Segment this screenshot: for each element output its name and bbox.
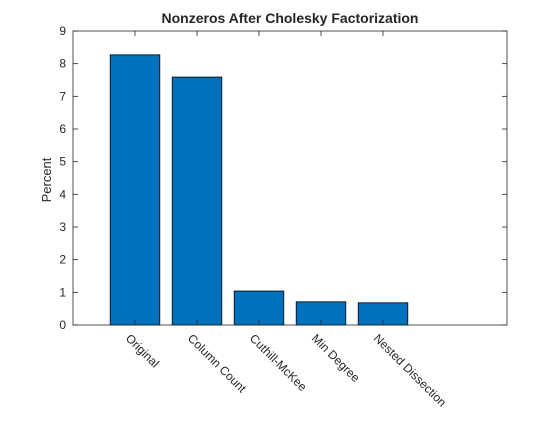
chart-title: Nonzeros After Cholesky Factorization [162,10,419,26]
y-tick-label: 3 [59,220,66,234]
y-tick-label: 7 [59,89,66,103]
bar-column-count [171,76,223,326]
y-tick-label: 9 [59,24,66,38]
y-tick-label: 0 [59,318,66,332]
axes-box [72,30,508,326]
bar-original [109,54,161,326]
plot-area: 0 1 2 3 4 5 6 7 8 9 Original Column CountCuthill-Mc… [59,24,508,410]
y-tick-label: 5 [59,155,66,169]
y-tick-label: 6 [59,122,66,136]
y-axis-label: Percent [39,157,54,202]
x-tick-label: Min Degree [309,331,363,385]
y-tick-label: 1 [59,285,66,299]
y-tick-label: 2 [59,253,66,267]
bar-cuthill-mckee [233,290,285,326]
x-tick-label: Column Count [185,331,250,396]
y-tick-label: 8 [59,57,66,71]
x-tick-label: Nested Dissection [371,331,449,409]
x-tick-label: Cuthill-McKee [247,331,310,394]
x-tick-label: Original [123,331,162,370]
y-tick-label: 4 [59,187,66,201]
